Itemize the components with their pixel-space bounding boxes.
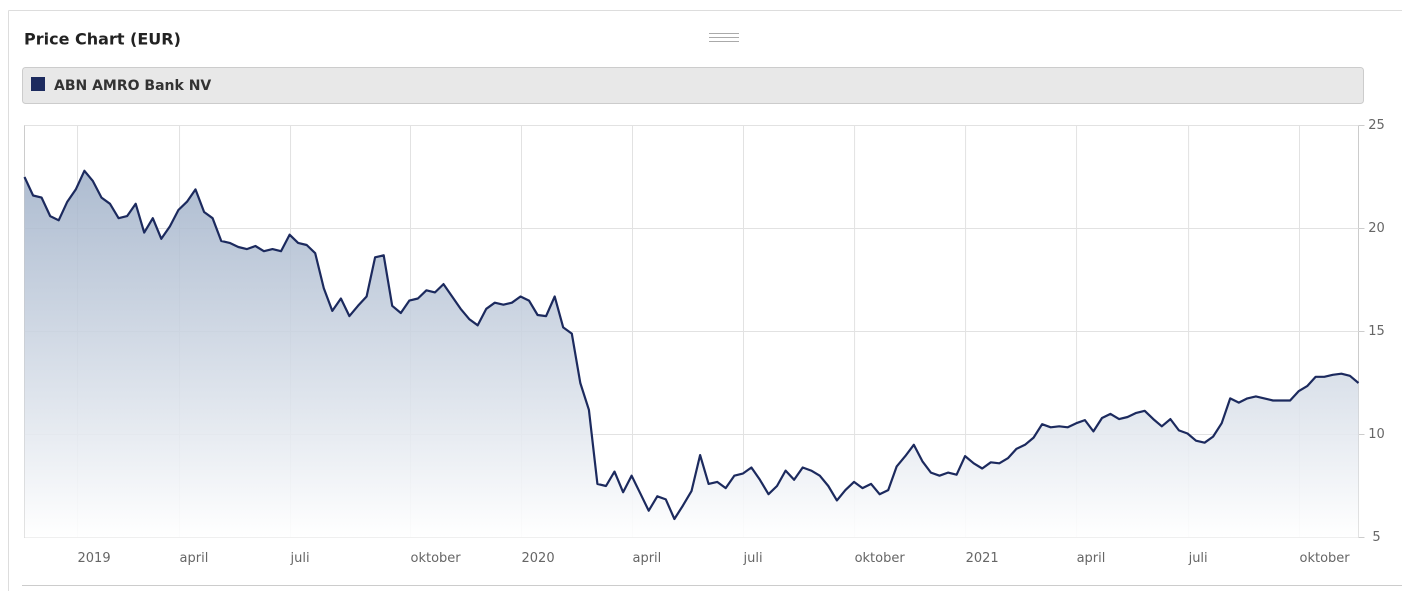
x-tick-label: oktober [411,551,462,566]
x-tick-label: oktober [1299,551,1350,566]
y-tick-label: 10 [1368,427,1385,442]
drag-handle[interactable] [709,33,739,42]
x-tick-label: juli [1188,551,1208,566]
legend[interactable]: ABN AMRO Bank NV [22,67,1364,104]
y-tick-label: 15 [1368,324,1385,339]
area-fill [24,170,1359,538]
x-tick-label: april [180,551,209,566]
x-tick-label: juli [290,551,310,566]
legend-box [22,67,1364,104]
y-tick-label: 5 [1372,530,1380,545]
x-tick-label: oktober [855,551,906,566]
x-tick-label: april [1077,551,1106,566]
x-tick-label: juli [742,551,762,566]
legend-label[interactable]: ABN AMRO Bank NV [54,78,211,94]
legend-swatch [31,77,45,91]
price-line [23,169,1360,521]
y-tick-label: 25 [1368,118,1385,133]
y-tick-label: 20 [1368,221,1385,236]
x-tick-label: april [632,551,661,566]
x-tick-label: 2021 [966,551,999,566]
x-tick-label: 2020 [522,551,555,566]
x-tick-label: 2019 [78,551,111,566]
chart-title: Price Chart (EUR) [24,30,181,49]
